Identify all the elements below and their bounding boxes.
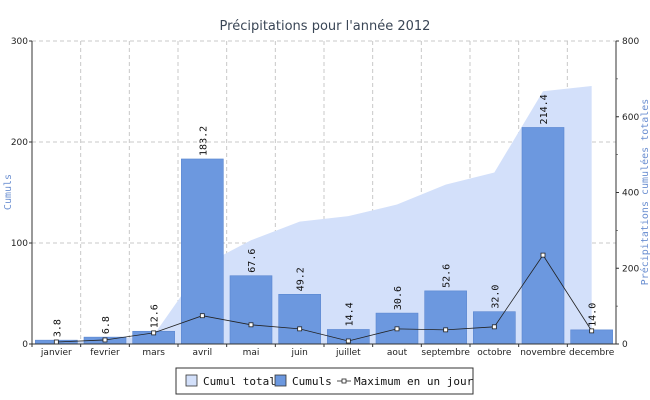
x-tick-label-septembre: septembre	[421, 348, 470, 358]
legend-label: Cumul total	[203, 375, 276, 388]
bar-label-mai: 67.6	[247, 249, 258, 273]
area-cumul-total	[56, 85, 592, 345]
legend-swatch-bar	[274, 374, 287, 387]
y-tick-label: 300	[11, 37, 28, 47]
y2-tick-label: 400	[622, 189, 639, 199]
bar-label-mars: 12.6	[150, 304, 161, 328]
marker-juin	[297, 326, 303, 332]
y2-tick-label: 200	[622, 264, 639, 274]
y2-tick-label: 800	[622, 37, 639, 47]
marker-novembre	[540, 252, 546, 258]
bar-label-aout: 30.6	[393, 286, 404, 310]
bar-label-avril: 183.2	[198, 126, 209, 156]
x-tick-label-decembre: decembre	[569, 348, 615, 358]
marker-mai	[248, 322, 254, 328]
bar-label-fevrier: 6.8	[101, 316, 112, 334]
marker-avril	[199, 313, 205, 319]
marker-septembre	[443, 327, 449, 333]
data-labels: 3.8 6.8 12.6 183.2 67.6 49.2 14.4 30.6 52.6 32.0 2…	[52, 94, 598, 337]
x-tick-label-avril: avril	[193, 348, 213, 358]
legend-box	[175, 367, 474, 395]
y-tick-label: 0	[22, 340, 28, 350]
legend-label: Maximum en un jour	[354, 375, 474, 388]
line-layer	[53, 252, 595, 345]
x-tick-label-novembre: novembre	[520, 348, 566, 358]
x-tick-label-fevrier: fevrier	[90, 348, 120, 358]
x-tick-label-juin: juin	[290, 348, 307, 358]
marker-fevrier	[102, 337, 108, 343]
bar-label-novembre: 214.4	[539, 94, 550, 124]
bar-label-janvier: 3.8	[52, 319, 63, 337]
marker-decembre	[589, 328, 595, 334]
x-tick-label-aout: aout	[387, 348, 408, 358]
bar-label-septembre: 52.6	[442, 264, 453, 288]
x-tick-label-juillet: juillet	[335, 348, 361, 358]
y-tick-label: 100	[11, 239, 28, 249]
x-tick-label-octobre: octobre	[477, 348, 512, 358]
y-axis-label: Cumuls	[3, 174, 14, 210]
bar-label-decembre: 14.0	[588, 303, 599, 327]
bar-label-juin: 49.2	[296, 267, 307, 291]
y2-tick-label: 600	[622, 113, 639, 123]
bar-avril	[181, 158, 224, 345]
axes: 0 100 200 300 0 200 400 600 800 janvier fevrier mar…	[11, 37, 640, 358]
legend: Cumul total Cumuls Maximum en un jour	[175, 367, 474, 395]
bar-mai	[229, 275, 273, 345]
marker-juillet	[345, 338, 351, 344]
bar-novembre	[521, 127, 565, 345]
marker-janvier	[53, 339, 59, 345]
area-layer	[56, 85, 592, 345]
marker-octobre	[491, 324, 497, 330]
bar-juin	[278, 294, 321, 345]
x-tick-label-mai: mai	[243, 348, 260, 358]
x-tick-label-mars: mars	[142, 348, 165, 358]
chart-title: Précipitations pour l'année 2012	[220, 19, 431, 34]
y2-axis-label: Précipitations cumulées totales	[639, 99, 650, 286]
marker-aout	[394, 326, 400, 332]
legend-swatch-area	[185, 374, 198, 387]
bar-label-octobre: 32.0	[490, 285, 501, 309]
x-tick-label-janvier: janvier	[40, 348, 72, 358]
y2-tick-label: 0	[622, 340, 628, 350]
legend-label: Cumuls	[292, 375, 332, 388]
marker-mars	[151, 330, 157, 336]
legend-swatch-marker	[341, 378, 347, 384]
bar-septembre	[424, 290, 467, 345]
bar-label-juillet: 14.4	[344, 302, 355, 326]
line-maximum-en-un-jour	[56, 254, 593, 343]
y-tick-label: 200	[11, 138, 28, 148]
